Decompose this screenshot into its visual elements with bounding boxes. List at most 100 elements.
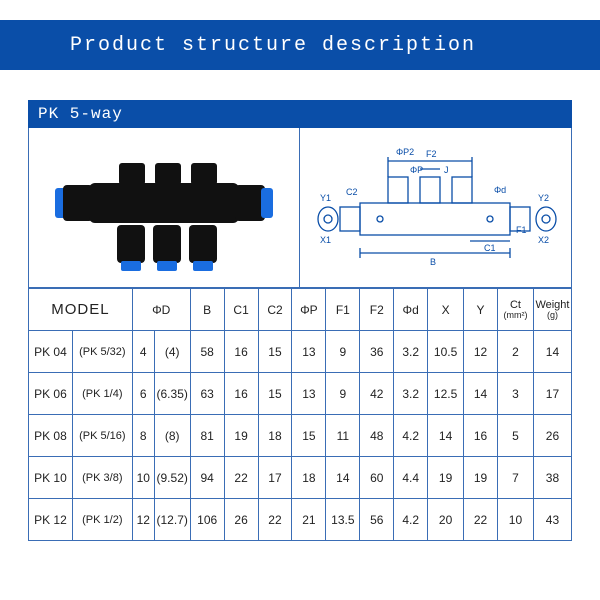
cell: 8 <box>132 415 154 457</box>
cell: 22 <box>224 457 258 499</box>
table-row: PK 08(PK 5/16)8(8)8119181511484.21416526 <box>29 415 572 457</box>
column-header-Ct: Ct(mm²) <box>497 289 533 331</box>
collet-ring-icon <box>193 261 213 271</box>
spec-table-header-row: MODELΦDBC1C2ΦPF1F2ΦdXYCt(mm²)Weight(g) <box>29 289 572 331</box>
column-header-phiP: ΦP <box>292 289 326 331</box>
cell: 4.2 <box>394 499 428 541</box>
cell: 4.2 <box>394 415 428 457</box>
cell: 15 <box>292 415 326 457</box>
cell: 14 <box>428 415 464 457</box>
cell: 19 <box>464 457 498 499</box>
table-row: PK 10(PK 3/8)10(9.52)9422171814604.41919… <box>29 457 572 499</box>
cell: 106 <box>190 499 224 541</box>
table-row: PK 04(PK 5/32)4(4)581615139363.210.51221… <box>29 331 572 373</box>
cell: 4 <box>132 331 154 373</box>
cell: 13 <box>292 331 326 373</box>
cell: 15 <box>258 373 292 415</box>
cell: 3.2 <box>394 373 428 415</box>
column-header-B: B <box>190 289 224 331</box>
table-row: PK 12(PK 1/2)12(12.7)10626222113.5564.22… <box>29 499 572 541</box>
cell: 12.5 <box>428 373 464 415</box>
cell: (PK 3/8) <box>72 457 132 499</box>
fitting-body-icon <box>89 183 239 223</box>
cell: 21 <box>292 499 326 541</box>
collet-ring-icon <box>261 188 273 218</box>
cell: 19 <box>428 457 464 499</box>
dim-label: Y2 <box>538 193 549 203</box>
cell: (6.35) <box>154 373 190 415</box>
cell: 14 <box>464 373 498 415</box>
cell: 43 <box>533 499 571 541</box>
branch-port-icon <box>189 225 217 263</box>
title-bar: Product structure description <box>0 20 600 70</box>
column-header-C2: C2 <box>258 289 292 331</box>
body-lug-icon <box>155 163 181 185</box>
column-header-Y: Y <box>464 289 498 331</box>
body-lug-icon <box>191 163 217 185</box>
cell: 10 <box>132 457 154 499</box>
dim-label: B <box>430 257 436 267</box>
cell: 22 <box>258 499 292 541</box>
spec-table-head: MODELΦDBC1C2ΦPF1F2ΦdXYCt(mm²)Weight(g) <box>29 289 572 331</box>
column-header-F1: F1 <box>326 289 360 331</box>
dim-label: F1 <box>516 225 527 235</box>
body-lug-icon <box>119 163 145 185</box>
dim-label: ΦP2 <box>396 147 414 157</box>
cell: 38 <box>533 457 571 499</box>
cell: PK 04 <box>29 331 73 373</box>
cell: 3.2 <box>394 331 428 373</box>
cell: 2 <box>497 331 533 373</box>
column-header-F2: F2 <box>360 289 394 331</box>
cell: 48 <box>360 415 394 457</box>
cell: (12.7) <box>154 499 190 541</box>
cell: 13 <box>292 373 326 415</box>
dim-label: C1 <box>484 243 496 253</box>
section-label: PK 5-way <box>28 100 572 128</box>
table-row: PK 06(PK 1/4)6(6.35)631615139423.212.514… <box>29 373 572 415</box>
cell: 16 <box>224 373 258 415</box>
dimension-diagram: F2 ΦP2 ΦP J Φd Y1 C2 Y2 X1 X2 F1 B C1 <box>310 133 562 283</box>
cell: (PK 1/2) <box>72 499 132 541</box>
column-header-C1: C1 <box>224 289 258 331</box>
cell: 17 <box>533 373 571 415</box>
cell: 15 <box>258 331 292 373</box>
branch-port-icon <box>153 225 181 263</box>
cell: 13.5 <box>326 499 360 541</box>
dimension-diagram-cell: F2 ΦP2 ΦP J Φd Y1 C2 Y2 X1 X2 F1 B C1 <box>300 128 571 287</box>
cell: 3 <box>497 373 533 415</box>
cell: PK 10 <box>29 457 73 499</box>
cell: 42 <box>360 373 394 415</box>
dim-label: X1 <box>320 235 331 245</box>
cell: (PK 5/16) <box>72 415 132 457</box>
cell: (9.52) <box>154 457 190 499</box>
column-header-X: X <box>428 289 464 331</box>
cell: 4.4 <box>394 457 428 499</box>
cell: 9 <box>326 373 360 415</box>
column-header-Weight: Weight(g) <box>533 289 571 331</box>
figure-row: F2 ΦP2 ΦP J Φd Y1 C2 Y2 X1 X2 F1 B C1 <box>28 128 572 288</box>
collet-ring-icon <box>157 261 177 271</box>
cell: 14 <box>326 457 360 499</box>
cell: 20 <box>428 499 464 541</box>
dim-label: J <box>444 165 449 175</box>
cell: 7 <box>497 457 533 499</box>
cell: 19 <box>224 415 258 457</box>
cell: 5 <box>497 415 533 457</box>
cell: 11 <box>326 415 360 457</box>
cell: PK 08 <box>29 415 73 457</box>
cell: 12 <box>464 331 498 373</box>
cell: 18 <box>292 457 326 499</box>
cell: 26 <box>224 499 258 541</box>
dim-label: Φd <box>494 185 506 195</box>
cell: PK 06 <box>29 373 73 415</box>
cell: 56 <box>360 499 394 541</box>
column-header-phiD: ΦD <box>132 289 190 331</box>
cell: 26 <box>533 415 571 457</box>
spec-table: MODELΦDBC1C2ΦPF1F2ΦdXYCt(mm²)Weight(g) P… <box>28 288 572 541</box>
column-header-model: MODEL <box>29 289 133 331</box>
column-header-phid: Φd <box>394 289 428 331</box>
cell: 60 <box>360 457 394 499</box>
dim-label: Y1 <box>320 193 331 203</box>
dim-label: X2 <box>538 235 549 245</box>
cell: (PK 1/4) <box>72 373 132 415</box>
